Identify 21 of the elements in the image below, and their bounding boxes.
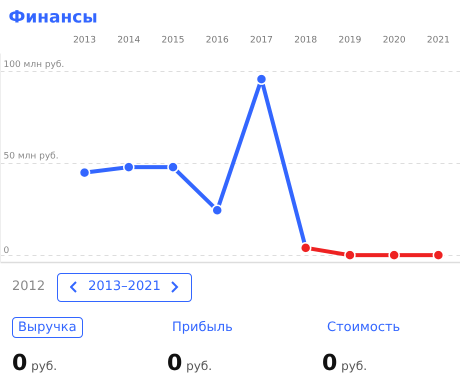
x-tick-label: 2020 [382, 36, 406, 46]
x-tick-label: 2016 [206, 36, 229, 46]
y-tick-label: 100 млн руб. [4, 60, 64, 70]
x-tick-label: 2013 [73, 36, 96, 46]
x-tick-label: 2021 [426, 36, 450, 46]
text: Выручка [12, 317, 83, 338]
text: 0 руб. [322, 350, 368, 376]
x-tick-label: 2017 [250, 36, 273, 46]
text: 2012 [12, 278, 46, 296]
y-tick-label: 50 млн руб. [4, 152, 59, 162]
text: 0 руб. [12, 350, 58, 376]
text: 2013–2021 [57, 273, 192, 302]
text: Прибыль [171, 319, 234, 337]
x-tick-label: 2018 [294, 36, 318, 46]
x-tick-label: 2014 [117, 36, 140, 46]
x-tick-label: 2015 [162, 36, 184, 46]
text: Стоимость [326, 319, 402, 337]
y-tick-label: 0 [4, 246, 10, 256]
text: 0 руб. [167, 350, 212, 376]
chart-title: Финансы [8, 8, 98, 28]
x-tick-label: 2019 [338, 36, 362, 46]
